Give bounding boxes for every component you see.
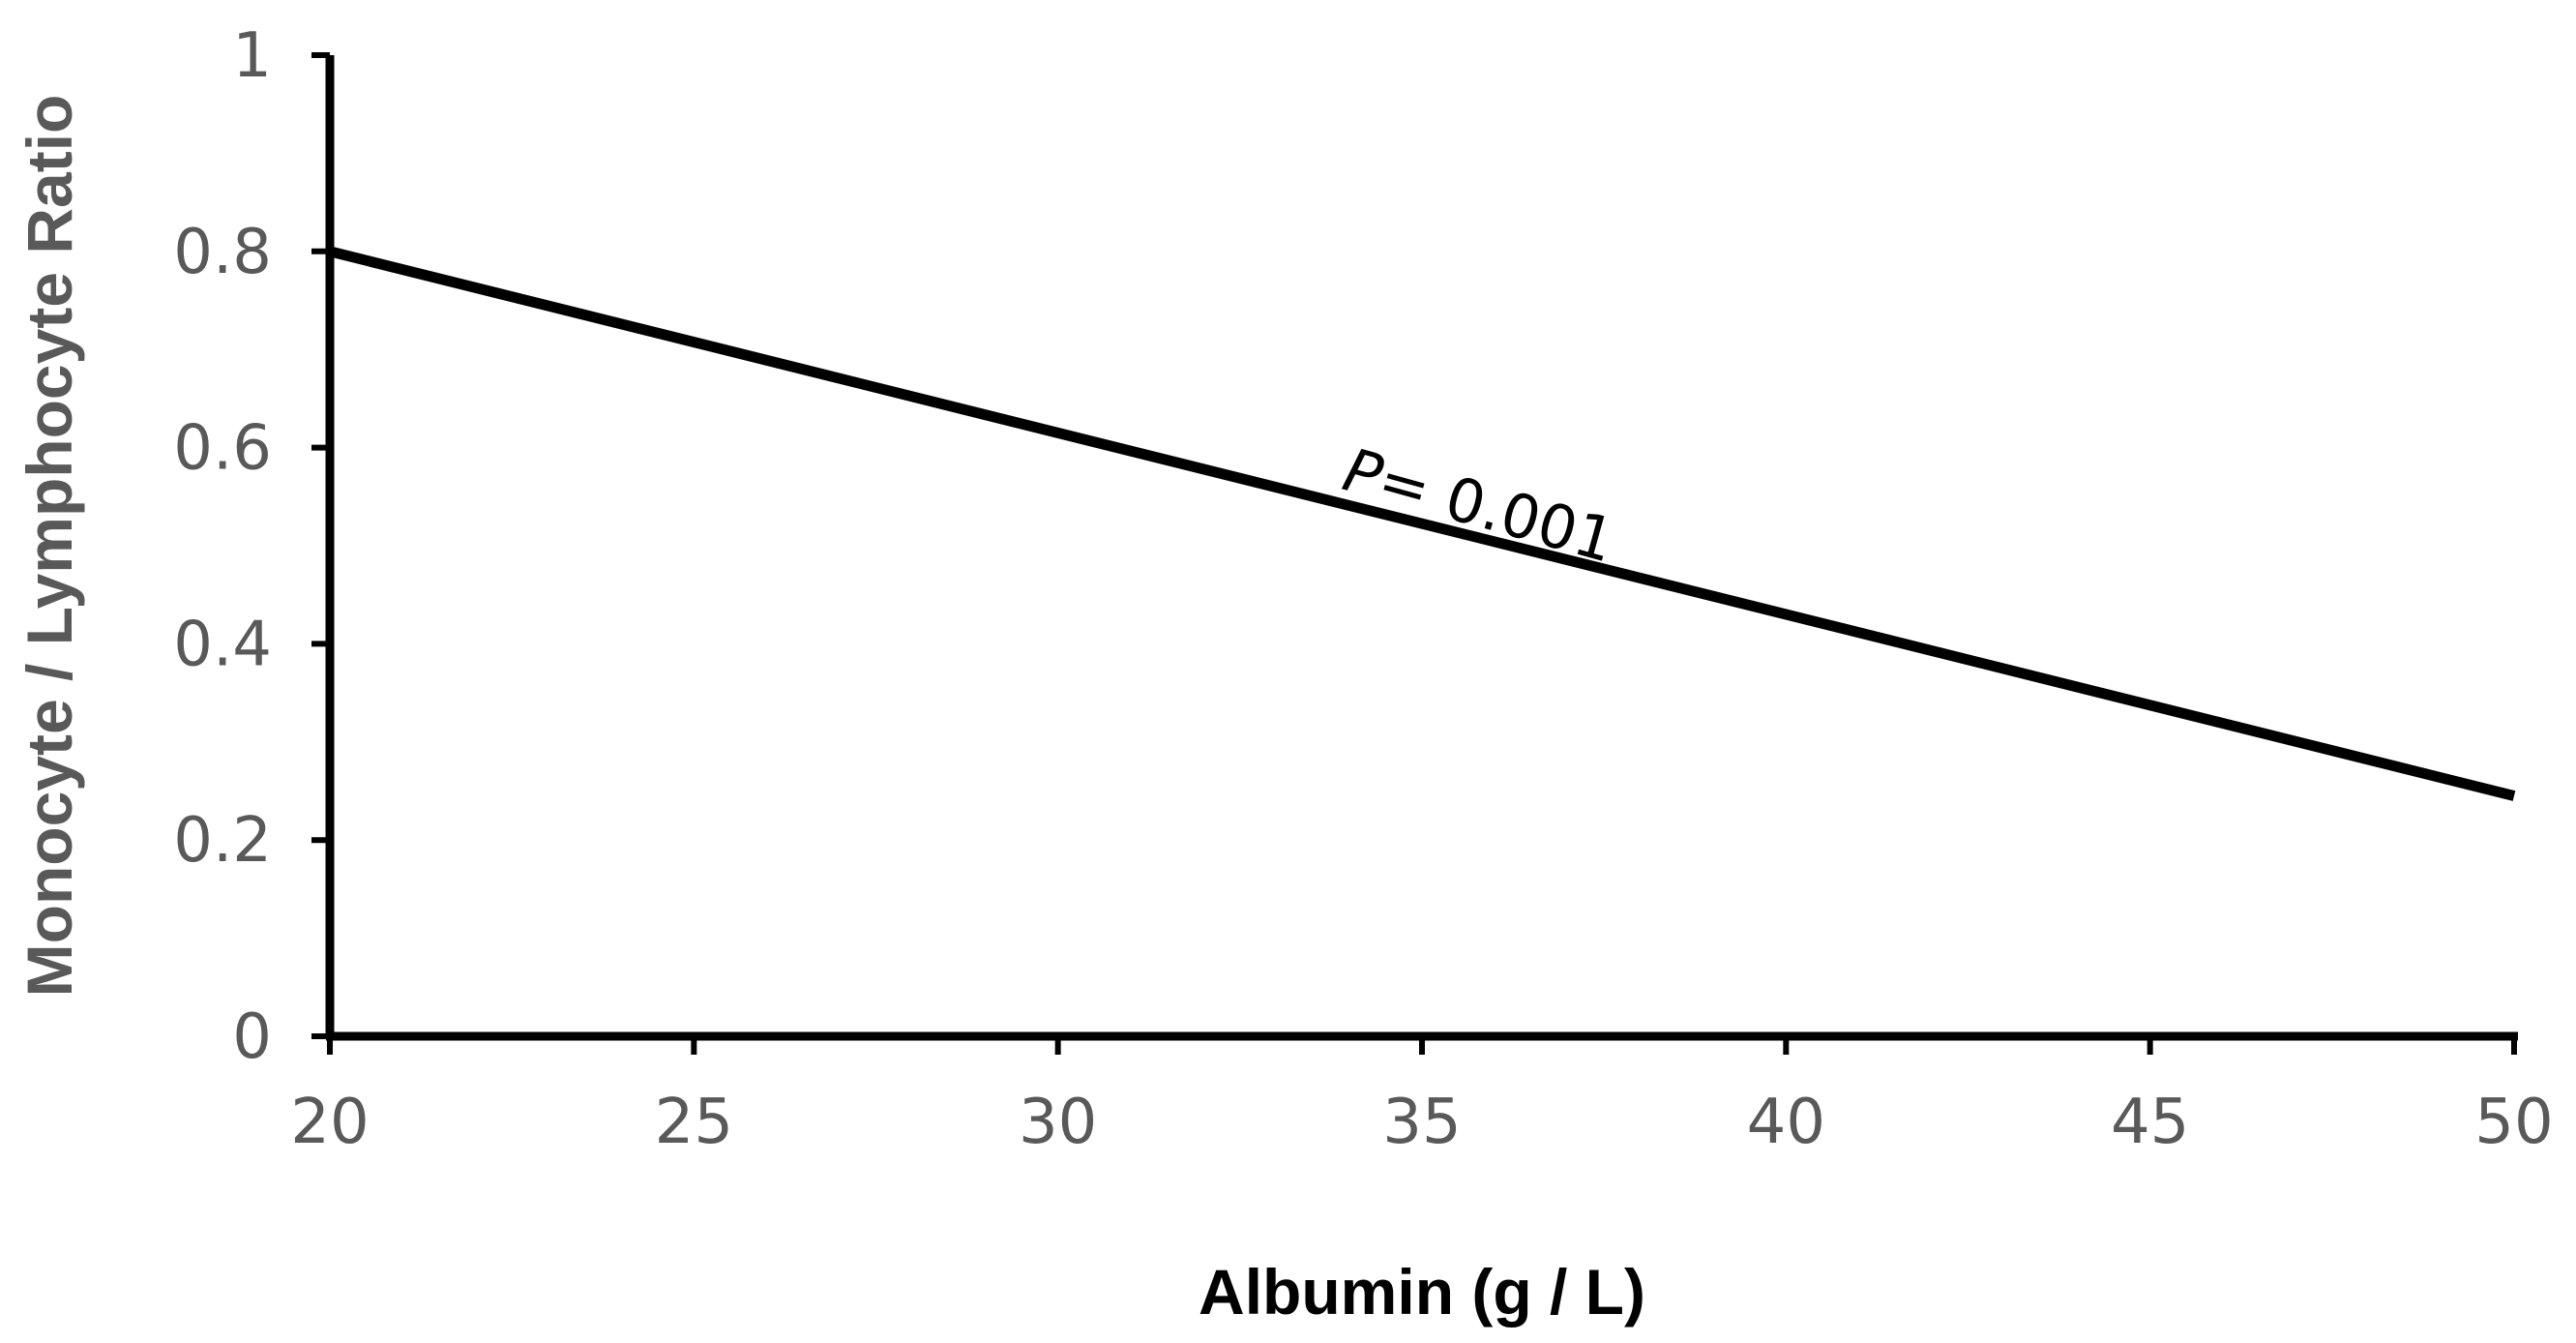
x-tick-label: 30 (1019, 1087, 1097, 1158)
y-axis-ticks: 0 0.2 0.4 0.6 0.8 1 (173, 20, 330, 1073)
p-value-text: = 0.001 (1371, 444, 1622, 577)
x-tick-label: 20 (290, 1087, 369, 1158)
series-layer (328, 246, 2516, 801)
x-tick-label: 45 (2111, 1087, 2189, 1158)
y-axis-title: Monocyte / Lymphocyte Ratio (14, 95, 85, 998)
x-tick-label: 50 (2474, 1087, 2553, 1158)
y-tick-label: 0.8 (173, 217, 272, 288)
x-axis-ticks: 20 25 30 35 40 45 50 (290, 1036, 2554, 1158)
x-axis-title: Albumin (g / L) (1199, 1256, 1645, 1328)
y-tick-label: 0.6 (173, 413, 272, 485)
y-tick-label: 0 (232, 1001, 272, 1073)
x-tick-label: 35 (1382, 1087, 1461, 1158)
x-tick-label: 40 (1747, 1087, 1825, 1158)
regression-line (328, 246, 2516, 801)
p-value-annotation: P= 0.001 (1336, 434, 1622, 577)
y-tick-label: 1 (232, 20, 272, 92)
y-tick-label: 0.4 (173, 609, 272, 680)
annotations: P= 0.001 (1336, 434, 1622, 577)
y-tick-label: 0.2 (173, 805, 272, 877)
x-tick-label: 25 (655, 1087, 733, 1158)
axes (325, 55, 2518, 1041)
